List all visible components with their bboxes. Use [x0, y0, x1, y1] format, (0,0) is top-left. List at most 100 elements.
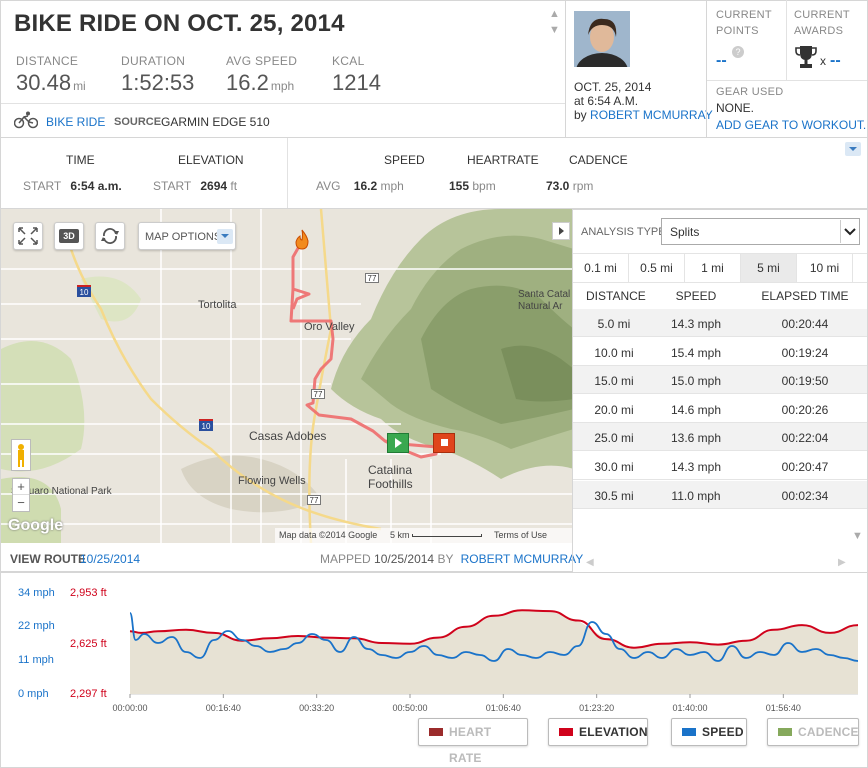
scroll-right-icon[interactable]: ▶: [838, 557, 846, 568]
trophy-icon: [795, 44, 817, 75]
scroll-down-icon[interactable]: ▼: [852, 530, 863, 542]
distance-tab[interactable]: 0.1 mi: [573, 254, 629, 282]
zoom-in-button[interactable]: +: [13, 479, 29, 495]
map-label-saguaro: Saguaro National Park: [11, 486, 112, 497]
speed-tick-label: 22 mph: [18, 620, 55, 632]
finish-flame-icon[interactable]: [293, 229, 311, 256]
route-map[interactable]: Tortolita Oro Valley Casas Adobes Catali…: [0, 209, 573, 543]
pegman-icon[interactable]: [11, 439, 31, 471]
summary-toggle[interactable]: [845, 142, 861, 156]
source-value: GARMIN EDGE 510: [161, 115, 270, 129]
elevation-area: [130, 610, 858, 694]
legend-toggle[interactable]: HEART RATE: [418, 718, 528, 765]
table-row: 5.0 mi 14.3 mph 00:20:44: [573, 309, 867, 337]
table-cell: 15.0 mi: [594, 374, 634, 389]
profile-time: at 6:54 A.M.: [574, 94, 639, 108]
legend-toggle[interactable]: SPEED: [671, 718, 747, 746]
terms-link[interactable]: Terms of Use: [494, 530, 548, 540]
stat-value: 16.2 mph: [226, 70, 295, 95]
profile-date: OCT. 25, 2014: [574, 80, 652, 94]
distance-tab[interactable]: 10 mi: [797, 254, 853, 282]
distance-tabs-top: [573, 253, 867, 254]
map-canvas: [1, 209, 573, 543]
table-cell: 30.0 mi: [594, 460, 634, 474]
elevation-tick-label: 2,953 ft: [70, 587, 107, 599]
x-tick-label: 01:56:40: [766, 703, 801, 713]
bike-icon: [13, 111, 39, 134]
distance-tab[interactable]: 1 mi: [685, 254, 741, 282]
table-row: 15.0 mi 15.0 mph 00:19:50: [573, 366, 867, 395]
mapped-by-link[interactable]: ROBERT MCMURRAY: [460, 552, 584, 566]
view-route-date-link[interactable]: 10/25/2014: [80, 552, 141, 566]
table-cell: 15.0 mph: [670, 374, 722, 389]
avatar[interactable]: [574, 11, 630, 67]
col-elapsed-header: ELAPSED TIME: [761, 289, 849, 303]
scroll-left-icon[interactable]: ◀: [586, 557, 594, 568]
table-cell: 00:19:24: [781, 345, 829, 360]
map-options-label: MAP OPTIONS: [145, 231, 222, 243]
x-tick-label: 01:40:00: [672, 703, 707, 713]
map-label-catalina: Catalina Foothills: [368, 463, 413, 491]
header-arrows[interactable]: ▲ ▼: [549, 6, 560, 38]
add-gear-link[interactable]: ADD GEAR TO WORKOUT.: [716, 118, 867, 132]
legend-label: SPEED: [702, 725, 744, 739]
activity-type-link[interactable]: BIKE RIDE: [46, 115, 106, 129]
table-row: 25.0 mi 13.6 mph 00:22:04: [573, 423, 867, 452]
distance-tab[interactable]: 0.5 mi: [629, 254, 685, 282]
table-cell: 20.0 mi: [594, 402, 634, 417]
chevron-up-icon[interactable]: ▲: [549, 8, 560, 20]
source-label: SOURCE: [114, 116, 162, 128]
x-tick-label: 01:23:20: [579, 703, 614, 713]
elevation-tick-label: 2,625 ft: [70, 638, 107, 650]
table-cell: 00:20:44: [781, 317, 829, 331]
speed-tick-label: 34 mph: [18, 587, 55, 599]
chevron-right-icon: [559, 227, 564, 235]
interstate-shield-10: 10: [77, 285, 91, 297]
x-tick-label: 00:50:00: [392, 703, 427, 713]
replay-button[interactable]: [95, 222, 125, 250]
legend-label: CADENCE: [798, 725, 859, 739]
chevron-down-icon[interactable]: ▼: [549, 24, 560, 36]
start-time: START 6:54 a.m.: [23, 179, 122, 193]
map-label-casas-adobes: Casas Adobes: [249, 429, 327, 443]
legend-toggle[interactable]: CADENCE: [767, 718, 859, 746]
zoom-out-button[interactable]: −: [17, 495, 25, 510]
map-options-button[interactable]: MAP OPTIONS: [138, 222, 236, 250]
legend-toggle[interactable]: ELEVATION: [548, 718, 648, 746]
awards-value: --: [830, 52, 841, 69]
stat-value: 30.48 mi: [16, 70, 86, 95]
table-cell: 30.5 mi: [594, 488, 634, 503]
table-cell: 11.0 mph: [671, 488, 721, 503]
heartrate-header: HEARTRATE: [467, 153, 539, 167]
elevation-speed-chart[interactable]: 34 mph 22 mph 11 mph 0 mph 2,953 ft 2,625 ft 2…: [0, 572, 868, 722]
map-label-oro-valley: Oro Valley: [304, 321, 355, 333]
map-label-tortolita: Tortolita: [198, 299, 237, 311]
stat-value: 1214: [332, 70, 381, 95]
collapse-panel-button[interactable]: [552, 222, 570, 240]
interstate-shield-10: 10: [199, 419, 213, 431]
points-label: CURRENT POINTS: [716, 9, 772, 37]
3d-view-button[interactable]: 3D: [54, 222, 84, 250]
start-marker-icon[interactable]: [387, 433, 409, 453]
help-icon[interactable]: ?: [732, 46, 744, 58]
table-cell: 10.0 mi: [594, 345, 634, 360]
speed-line: [129, 612, 859, 662]
fullscreen-button[interactable]: [13, 222, 43, 250]
avg-speed: AVG 16.2 mph: [316, 179, 404, 193]
stat-label: DURATION: [121, 54, 186, 68]
table-cell: 14.6 mph: [670, 402, 722, 417]
summary-panel: [0, 137, 868, 209]
table-cell: 14.3 mph: [670, 460, 722, 474]
avg-heartrate: 155 bpm: [449, 179, 496, 193]
distance-tab[interactable]: 5 mi: [741, 254, 797, 282]
start-elevation: START 2694 ft: [153, 179, 238, 193]
table-cell: 00:22:04: [781, 431, 829, 446]
time-header: TIME: [66, 153, 95, 167]
points-value: --: [716, 52, 727, 69]
view-route-label: VIEW ROUTE: [10, 552, 87, 566]
stop-marker-icon[interactable]: [433, 433, 455, 453]
speed-header: SPEED: [384, 153, 425, 167]
profile-author-link[interactable]: ROBERT MCMURRAY: [590, 108, 713, 122]
analysis-type-select[interactable]: Splits: [661, 218, 860, 245]
gear-divider: [707, 80, 867, 81]
